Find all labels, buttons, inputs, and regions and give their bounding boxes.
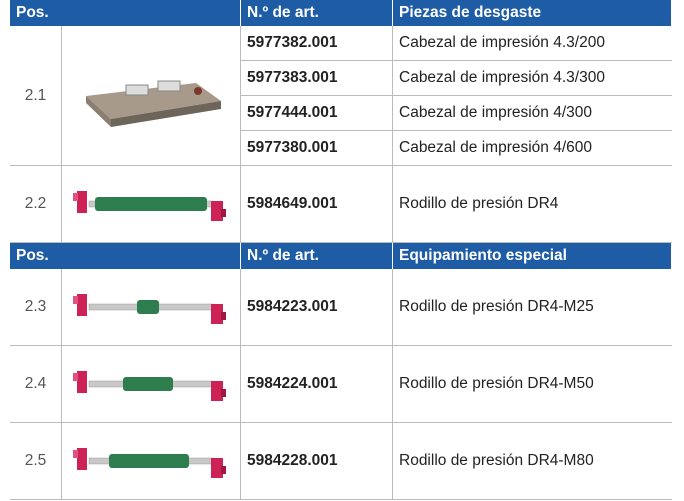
image-cell [62,346,241,423]
header-cell: Pos. [10,0,241,26]
article-number: 5984649.001 [241,166,393,243]
position-cell: 2.2 [10,166,62,243]
article-number: 5977383.001 [241,61,393,96]
description: Rodillo de presión DR4-M80 [393,423,672,500]
position-cell: 2.1 [10,26,62,166]
position-cell: 2.4 [10,346,62,423]
roller-image [73,448,226,478]
position-cell: 2.5 [10,423,62,500]
article-number: 5977382.001 [241,26,393,61]
roller-image [73,191,226,221]
description: Cabezal de impresión 4.3/300 [393,61,672,96]
roller-image [73,371,226,401]
image-cell [62,423,241,500]
article-number: 5984228.001 [241,423,393,500]
article-number: 5984223.001 [241,269,393,346]
article-number: 5977444.001 [241,96,393,131]
description: Rodillo de presión DR4 [393,166,672,243]
description: Rodillo de presión DR4-M50 [393,346,672,423]
description: Cabezal de impresión 4/300 [393,96,672,131]
header-cell: Equipamiento especial [393,243,672,269]
roller-image [73,294,226,324]
print-head-image [86,80,221,127]
header-cell: N.º de art. [241,243,393,269]
description: Cabezal de impresión 4.3/200 [393,26,672,61]
header-cell: Piezas de desgaste [393,0,672,26]
article-number: 5977380.001 [241,131,393,166]
image-cell [62,269,241,346]
position-cell: 2.3 [10,269,62,346]
article-number: 5984224.001 [241,346,393,423]
image-cell [62,166,241,243]
header-cell: Pos. [10,243,241,269]
description: Rodillo de presión DR4-M25 [393,269,672,346]
image-cell [62,26,241,166]
header-cell: N.º de art. [241,0,393,26]
description: Cabezal de impresión 4/600 [393,131,672,166]
